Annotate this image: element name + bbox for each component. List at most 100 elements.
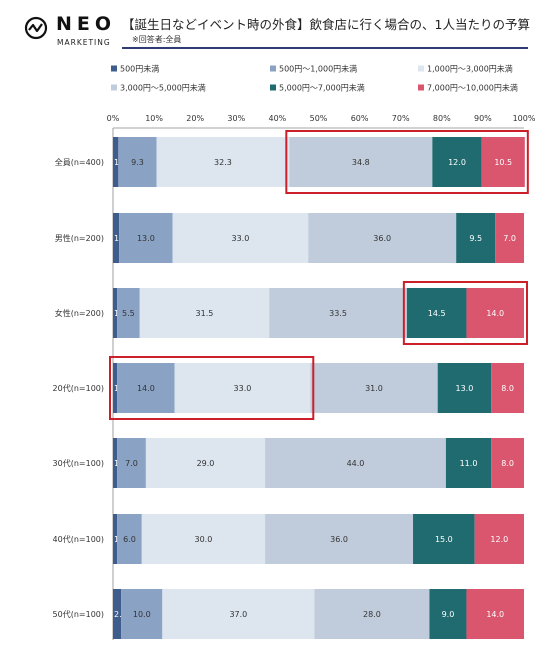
data-label: 8.0 (501, 384, 514, 393)
x-tick-label: 100% (513, 114, 536, 123)
bar-segment (113, 363, 118, 413)
legend-swatch-3 (418, 65, 424, 72)
bar-segment (141, 514, 266, 564)
bar-segment (310, 363, 438, 413)
bar-segment (491, 438, 524, 488)
legend-swatch-2 (270, 65, 276, 72)
category-label: 男性(n=200) (55, 233, 104, 243)
bar-segment (113, 438, 118, 488)
bar-segment (113, 288, 118, 338)
category-label: 40代(n=100) (53, 534, 104, 544)
highlight-box-3 (109, 356, 315, 420)
data-label: 14.0 (486, 309, 504, 318)
legend-label-3: 1,000円〜3,000円未満 (427, 64, 513, 74)
bar-segment (265, 438, 446, 488)
bar-segment (118, 137, 157, 187)
legend-label-1: 500円未満 (120, 64, 159, 74)
bar-segment (145, 438, 266, 488)
brand-logo: NEO MARKETING (24, 13, 117, 52)
data-label: 36.0 (330, 535, 348, 544)
x-tick-label: 60% (351, 114, 369, 123)
legend-label-5: 5,000円〜7,000円未満 (279, 83, 365, 93)
bar-segment (289, 137, 433, 187)
bar-segment (265, 514, 414, 564)
bar-segment (156, 137, 290, 187)
legend-label-6: 7,000円〜10,000円未満 (427, 83, 518, 93)
data-label: 5.5 (122, 309, 135, 318)
data-label: 9.3 (131, 158, 144, 167)
category-label: 50代(n=100) (53, 609, 104, 619)
bar-segment (432, 137, 482, 187)
bar-segment (491, 363, 524, 413)
data-label: 31.5 (196, 309, 214, 318)
bar-segment (456, 213, 496, 263)
bar-segment (481, 137, 525, 187)
data-label: 15.0 (435, 535, 453, 544)
x-tick-label: 40% (269, 114, 287, 123)
bar-segment (429, 589, 467, 639)
bar-segment (172, 213, 309, 263)
x-tick-label: 50% (310, 114, 328, 123)
legend-swatch-6 (418, 84, 424, 91)
bar-segment (117, 514, 142, 564)
data-label: 33.0 (234, 384, 252, 393)
bar-segment (413, 514, 475, 564)
category-label: 全員(n=400) (55, 157, 104, 167)
data-label: 12.0 (490, 535, 508, 544)
bar-segment (113, 137, 119, 187)
bar-segment (113, 213, 120, 263)
bar-segment (406, 288, 467, 338)
bar-segment (474, 514, 524, 564)
legend-label-4: 3,000円〜5,000円未満 (120, 83, 206, 93)
data-label: 9.0 (442, 610, 455, 619)
data-label: 2.0 (114, 610, 127, 619)
data-label: 34.8 (352, 158, 370, 167)
bar-segment (437, 363, 492, 413)
data-label: 29.0 (197, 459, 215, 468)
data-label: 8.0 (501, 459, 514, 468)
bar-segment (174, 363, 311, 413)
chart-title: 【誕生日などイベント時の外食】飲食店に行く場合の、1人当たりの予算 (122, 17, 530, 32)
x-tick-label: 90% (474, 114, 492, 123)
bar-segment (466, 288, 524, 338)
logo-text: NEO (56, 13, 117, 35)
data-label: 13.0 (455, 384, 473, 393)
bar-segment (308, 213, 457, 263)
legend-swatch-1 (111, 65, 117, 72)
data-label: 33.5 (329, 309, 347, 318)
bar-segment (113, 514, 118, 564)
data-label: 36.0 (373, 234, 391, 243)
data-label: 10.5 (494, 158, 512, 167)
data-label: 6.0 (123, 535, 136, 544)
data-label: 14.0 (137, 384, 155, 393)
x-tick-label: 20% (186, 114, 204, 123)
data-label: 33.0 (232, 234, 250, 243)
bar-segment (495, 213, 524, 263)
data-label: 37.0 (229, 610, 247, 619)
x-tick-label: 0% (107, 114, 120, 123)
bar-segment (466, 589, 524, 639)
bar-segment (117, 363, 175, 413)
x-tick-label: 80% (433, 114, 451, 123)
legend-swatch-4 (111, 84, 117, 91)
data-label: 44.0 (347, 459, 365, 468)
chart-subtitle: ※回答者:全員 (132, 35, 182, 44)
bar-segment (269, 288, 407, 338)
logo-mark-icon (24, 16, 48, 40)
bar-segment (117, 288, 140, 338)
bar-segment (314, 589, 430, 639)
highlight-box-2 (402, 281, 528, 345)
data-label: 14.5 (428, 309, 446, 318)
bar-segment (117, 438, 146, 488)
highlight-box-1 (285, 130, 529, 194)
data-label: 10.0 (133, 610, 151, 619)
data-label: 7.0 (125, 459, 138, 468)
category-label: 30代(n=100) (53, 458, 104, 468)
data-label: 9.5 (469, 234, 482, 243)
title-divider (122, 47, 528, 49)
data-label: 28.0 (363, 610, 381, 619)
category-label: 女性(n=200) (55, 308, 104, 318)
category-label: 20代(n=100) (53, 383, 104, 393)
bar-segment (113, 589, 122, 639)
